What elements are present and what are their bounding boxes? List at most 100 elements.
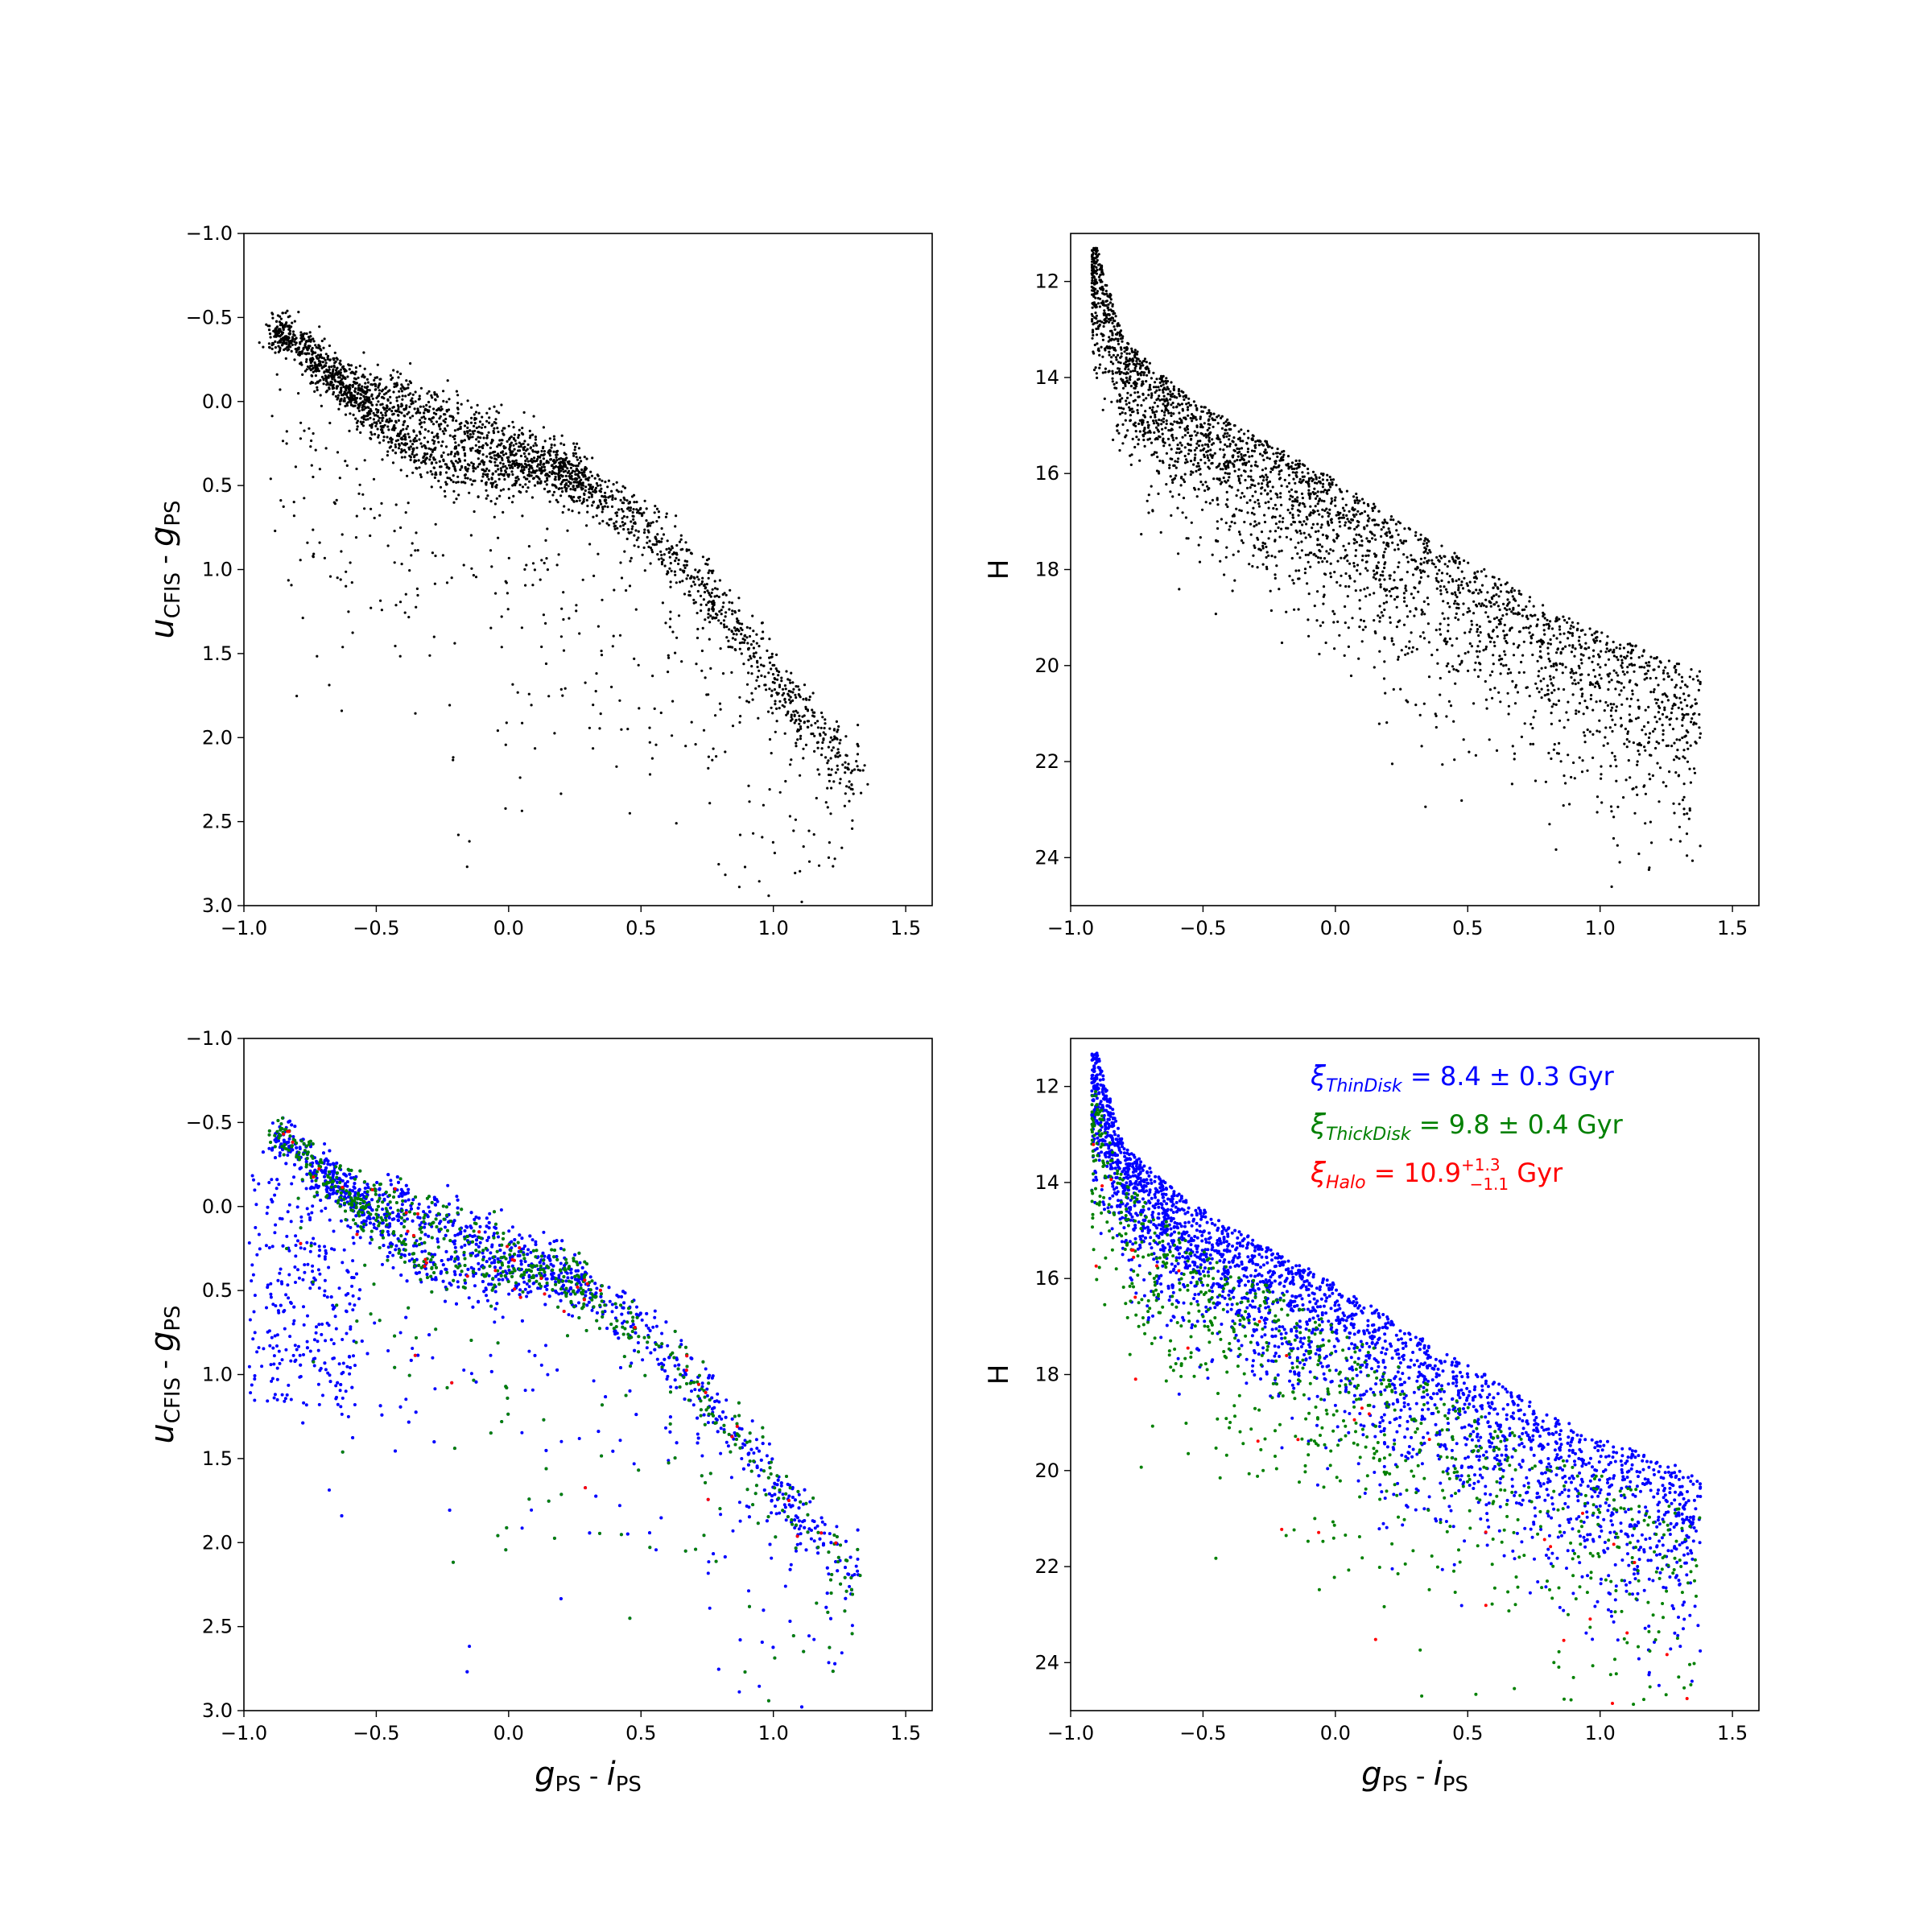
- scatter-point: [831, 738, 834, 742]
- scatter-point: [830, 768, 833, 771]
- scatter-point: [1499, 622, 1502, 625]
- scatter-point: [1220, 518, 1223, 521]
- scatter-point: [1661, 700, 1664, 704]
- scatter-point: [407, 383, 410, 386]
- scatter-point: [1609, 703, 1612, 706]
- scatter-point: [1600, 773, 1603, 776]
- scatter-point: [1517, 604, 1521, 607]
- scatter-point: [1380, 528, 1383, 531]
- scatter-point: [395, 410, 398, 413]
- scatter-point: [416, 593, 419, 597]
- scatter-point: [838, 782, 841, 785]
- scatter-point: [1567, 617, 1571, 621]
- scatter-point: [559, 687, 563, 691]
- scatter-point: [573, 448, 576, 452]
- scatter-point: [725, 636, 729, 639]
- scatter-point: [1364, 554, 1368, 558]
- scatter-point: [318, 345, 321, 348]
- scatter-point: [1162, 394, 1166, 398]
- scatter-point: [630, 520, 633, 523]
- scatter-point: [350, 581, 353, 584]
- scatter-point: [371, 383, 374, 386]
- scatter-point: [493, 460, 497, 464]
- scatter-point: [411, 471, 415, 474]
- scatter-point: [665, 547, 668, 551]
- scatter-point: [1591, 683, 1595, 687]
- scatter-point: [285, 442, 288, 445]
- scatter-point: [440, 465, 443, 469]
- scatter-point: [1354, 554, 1357, 558]
- scatter-point: [473, 422, 477, 425]
- scatter-point: [1457, 654, 1460, 658]
- scatter-point: [1330, 518, 1333, 521]
- scatter-point: [1435, 587, 1439, 590]
- scatter-point: [316, 388, 319, 392]
- scatter-point: [374, 424, 378, 427]
- scatter-point: [1439, 633, 1443, 636]
- scatter-point: [494, 592, 497, 595]
- scatter-point: [1445, 664, 1448, 668]
- scatter-point: [671, 630, 675, 634]
- scatter-point: [1598, 719, 1601, 722]
- scatter-point: [574, 452, 577, 456]
- scatter-point: [745, 700, 749, 703]
- scatter-point: [305, 368, 308, 371]
- scatter-point: [1681, 708, 1684, 711]
- scatter-point: [730, 630, 733, 633]
- scatter-point: [662, 559, 665, 562]
- scatter-point: [408, 454, 411, 457]
- scatter-point: [648, 741, 651, 744]
- scatter-point: [1460, 799, 1463, 803]
- scatter-point: [309, 382, 312, 385]
- scatter-point: [1222, 448, 1225, 452]
- scatter-point: [408, 569, 411, 572]
- scatter-point: [1161, 427, 1164, 431]
- scatter-point: [804, 743, 808, 747]
- scatter-point: [1455, 579, 1458, 583]
- scatter-point: [836, 768, 840, 771]
- scatter-point: [1513, 758, 1516, 761]
- scatter-point: [1223, 453, 1226, 456]
- scatter-point: [493, 457, 497, 460]
- scatter-point: [727, 639, 730, 642]
- scatter-point: [281, 312, 284, 315]
- scatter-point: [268, 332, 272, 336]
- scatter-point: [315, 368, 318, 371]
- scatter-point: [707, 766, 710, 770]
- scatter-point: [1146, 438, 1150, 441]
- scatter-point: [285, 321, 288, 324]
- scatter-point: [396, 404, 400, 407]
- scatter-point: [312, 528, 315, 531]
- scatter-point: [1418, 713, 1422, 717]
- scatter-point: [1591, 708, 1595, 712]
- scatter-point: [1681, 736, 1684, 740]
- scatter-point: [523, 440, 526, 443]
- scatter-point: [287, 579, 290, 582]
- scatter-point: [520, 626, 524, 630]
- scatter-point: [553, 438, 556, 441]
- scatter-point: [1329, 576, 1332, 579]
- scatter-point: [635, 501, 638, 504]
- scatter-point: [679, 580, 682, 584]
- scatter-point: [1100, 345, 1103, 349]
- scatter-point: [316, 654, 319, 658]
- scatter-point: [1475, 588, 1478, 592]
- scatter-point: [397, 432, 400, 436]
- scatter-point: [671, 700, 675, 703]
- scatter-point: [348, 390, 351, 394]
- scatter-point: [530, 496, 535, 499]
- scatter-point: [686, 574, 690, 577]
- scatter-point: [382, 431, 385, 435]
- scatter-point: [1189, 416, 1192, 420]
- scatter-point: [441, 554, 445, 557]
- scatter-point: [1482, 649, 1485, 652]
- scatter-point: [444, 413, 447, 416]
- scatter-point: [275, 332, 278, 335]
- scatter-point: [344, 392, 347, 395]
- scatter-point: [1162, 420, 1165, 423]
- scatter-point: [1574, 647, 1577, 650]
- scatter-point: [1315, 619, 1319, 622]
- scatter-point: [1208, 439, 1211, 442]
- scatter-point: [457, 444, 460, 447]
- scatter-point: [1491, 597, 1494, 601]
